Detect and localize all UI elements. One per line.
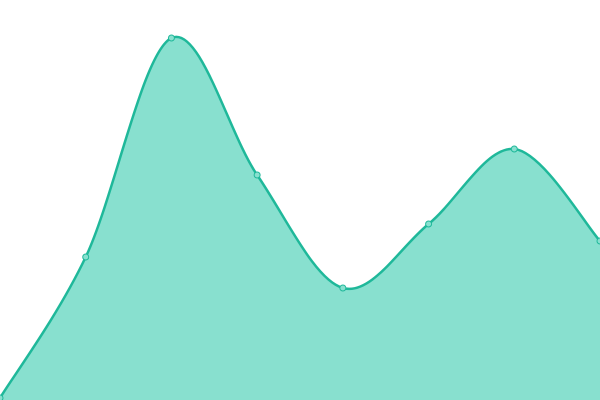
data-point [82,253,90,261]
data-point [339,284,347,292]
data-point [510,145,518,153]
area-line [0,35,600,399]
data-point [425,220,433,228]
data-point [596,237,600,245]
area-fill [0,36,600,400]
data-point [0,394,4,400]
data-point [167,34,175,42]
data-point [253,171,261,179]
